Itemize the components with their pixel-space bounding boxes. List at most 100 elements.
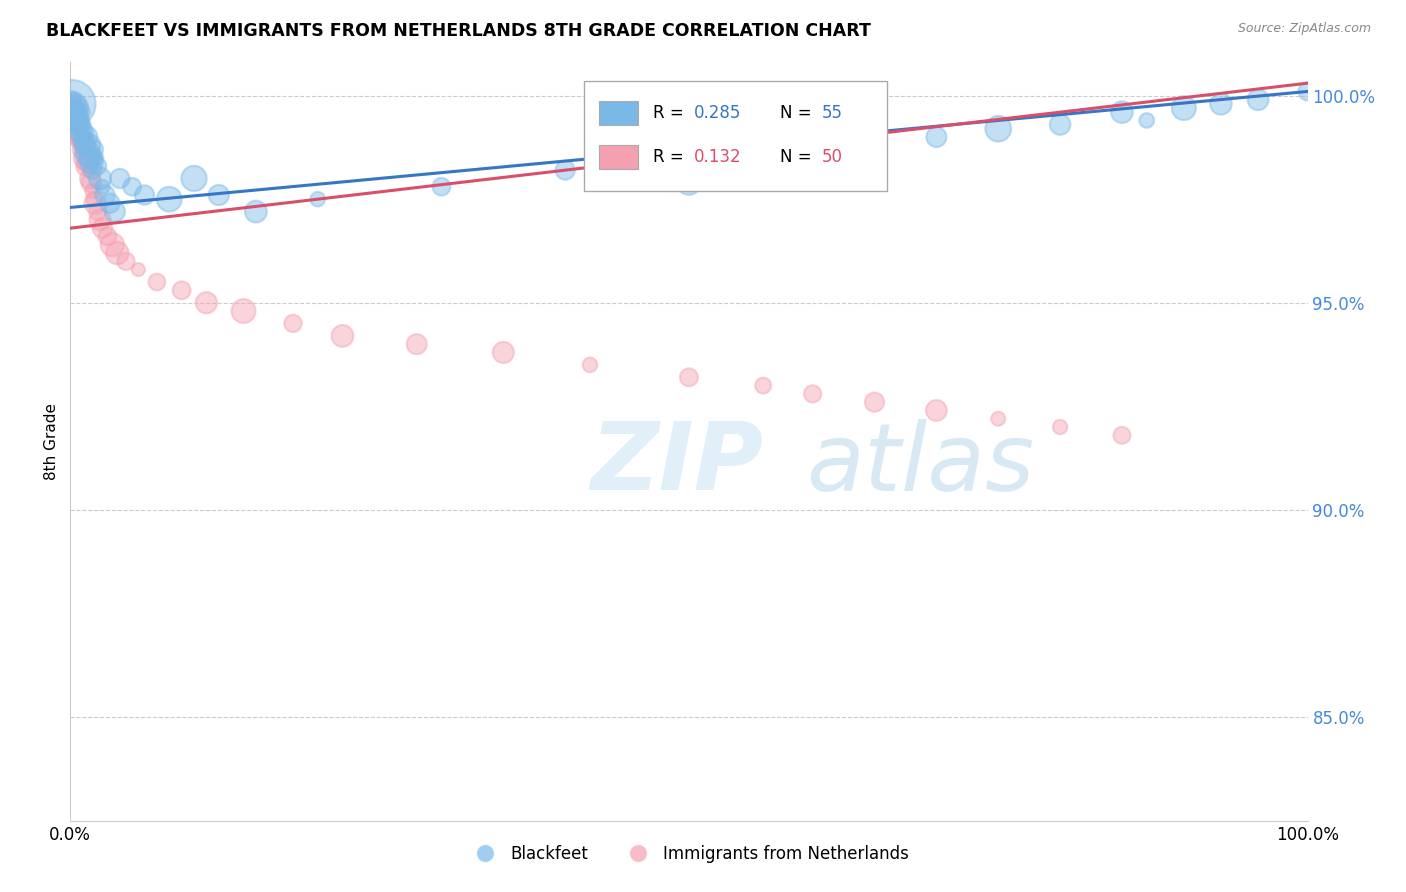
Point (170, 283, 193, 297)
Point (70, 138, 93, 153)
Point (65, 109, 87, 123)
Point (91, 221, 114, 235)
Point (752, 378, 775, 392)
Point (579, 358, 602, 372)
Text: 0.285: 0.285 (695, 104, 741, 122)
Point (987, 121, 1010, 136)
Point (91, 179, 114, 194)
Text: 0.132: 0.132 (695, 148, 741, 166)
Point (60, 96, 83, 111)
Point (157, 192, 180, 206)
Point (925, 130, 948, 145)
Point (105, 246, 128, 260)
Point (1136, 113, 1159, 128)
Point (1209, 96, 1232, 111)
Point (66, 109, 89, 123)
Point (65, 113, 87, 128)
Point (84, 151, 107, 165)
Text: BLACKFEET VS IMMIGRANTS FROM NETHERLANDS 8TH GRADE CORRELATION CHART: BLACKFEET VS IMMIGRANTS FROM NETHERLANDS… (46, 22, 872, 40)
Point (108, 171, 131, 186)
Text: ZIP: ZIP (591, 418, 763, 510)
Point (1049, 118, 1071, 132)
FancyBboxPatch shape (599, 145, 638, 169)
Point (1049, 420, 1071, 434)
Point (678, 176, 700, 190)
Point (430, 179, 453, 194)
Point (75, 130, 97, 145)
Point (86, 159, 108, 173)
Point (89, 213, 111, 227)
Point (75, 159, 97, 173)
Point (80, 176, 103, 190)
Point (69, 105, 91, 120)
Text: N =: N = (780, 148, 817, 166)
Point (208, 188, 231, 202)
Point (83, 192, 105, 206)
Text: 55: 55 (821, 104, 842, 122)
Point (67, 113, 90, 128)
Text: N =: N = (780, 104, 817, 122)
Point (63, 105, 86, 120)
Text: R =: R = (652, 104, 689, 122)
Point (65, 113, 87, 128)
Point (79, 151, 101, 165)
Point (66, 118, 89, 132)
Point (72, 143, 94, 157)
Point (801, 154, 824, 169)
Point (65, 105, 87, 120)
Point (104, 204, 127, 219)
Point (62, 93, 84, 107)
Point (79, 171, 101, 186)
Point (70, 126, 93, 140)
Point (76, 146, 98, 161)
Point (63, 96, 86, 111)
Point (65, 101, 87, 115)
Point (1296, 85, 1319, 99)
Y-axis label: 8th Grade: 8th Grade (44, 403, 59, 480)
Point (65, 118, 87, 132)
Point (1111, 105, 1133, 120)
Point (60, 105, 83, 120)
Point (146, 275, 169, 289)
Point (73, 134, 96, 148)
Point (245, 204, 267, 219)
Text: 50: 50 (821, 148, 842, 166)
Point (82, 163, 104, 178)
Point (72, 130, 94, 145)
Point (82, 184, 104, 198)
Point (134, 188, 156, 202)
Point (554, 163, 576, 178)
Point (69, 134, 91, 148)
Point (195, 295, 218, 310)
Point (80, 154, 103, 169)
Text: R =: R = (652, 148, 689, 166)
Point (75, 138, 97, 153)
Point (72, 118, 94, 132)
Point (1111, 428, 1133, 442)
Point (66, 118, 89, 132)
Point (62, 101, 84, 115)
Point (94, 188, 117, 202)
Text: Source: ZipAtlas.com: Source: ZipAtlas.com (1237, 22, 1371, 36)
Point (75, 151, 97, 165)
Point (62, 101, 84, 115)
Point (307, 192, 329, 206)
Point (73, 146, 96, 161)
Point (332, 329, 354, 343)
Point (62, 96, 84, 111)
Point (89, 171, 111, 186)
Point (925, 403, 948, 417)
Text: atlas: atlas (807, 418, 1035, 510)
Point (492, 345, 515, 359)
Point (101, 237, 124, 252)
Point (65, 105, 87, 120)
Point (63, 109, 86, 123)
FancyBboxPatch shape (583, 81, 887, 191)
Point (678, 370, 700, 384)
Point (77, 138, 100, 153)
Point (96, 229, 118, 244)
Point (83, 143, 105, 157)
Point (67, 121, 90, 136)
Point (801, 387, 824, 401)
Point (115, 254, 138, 268)
